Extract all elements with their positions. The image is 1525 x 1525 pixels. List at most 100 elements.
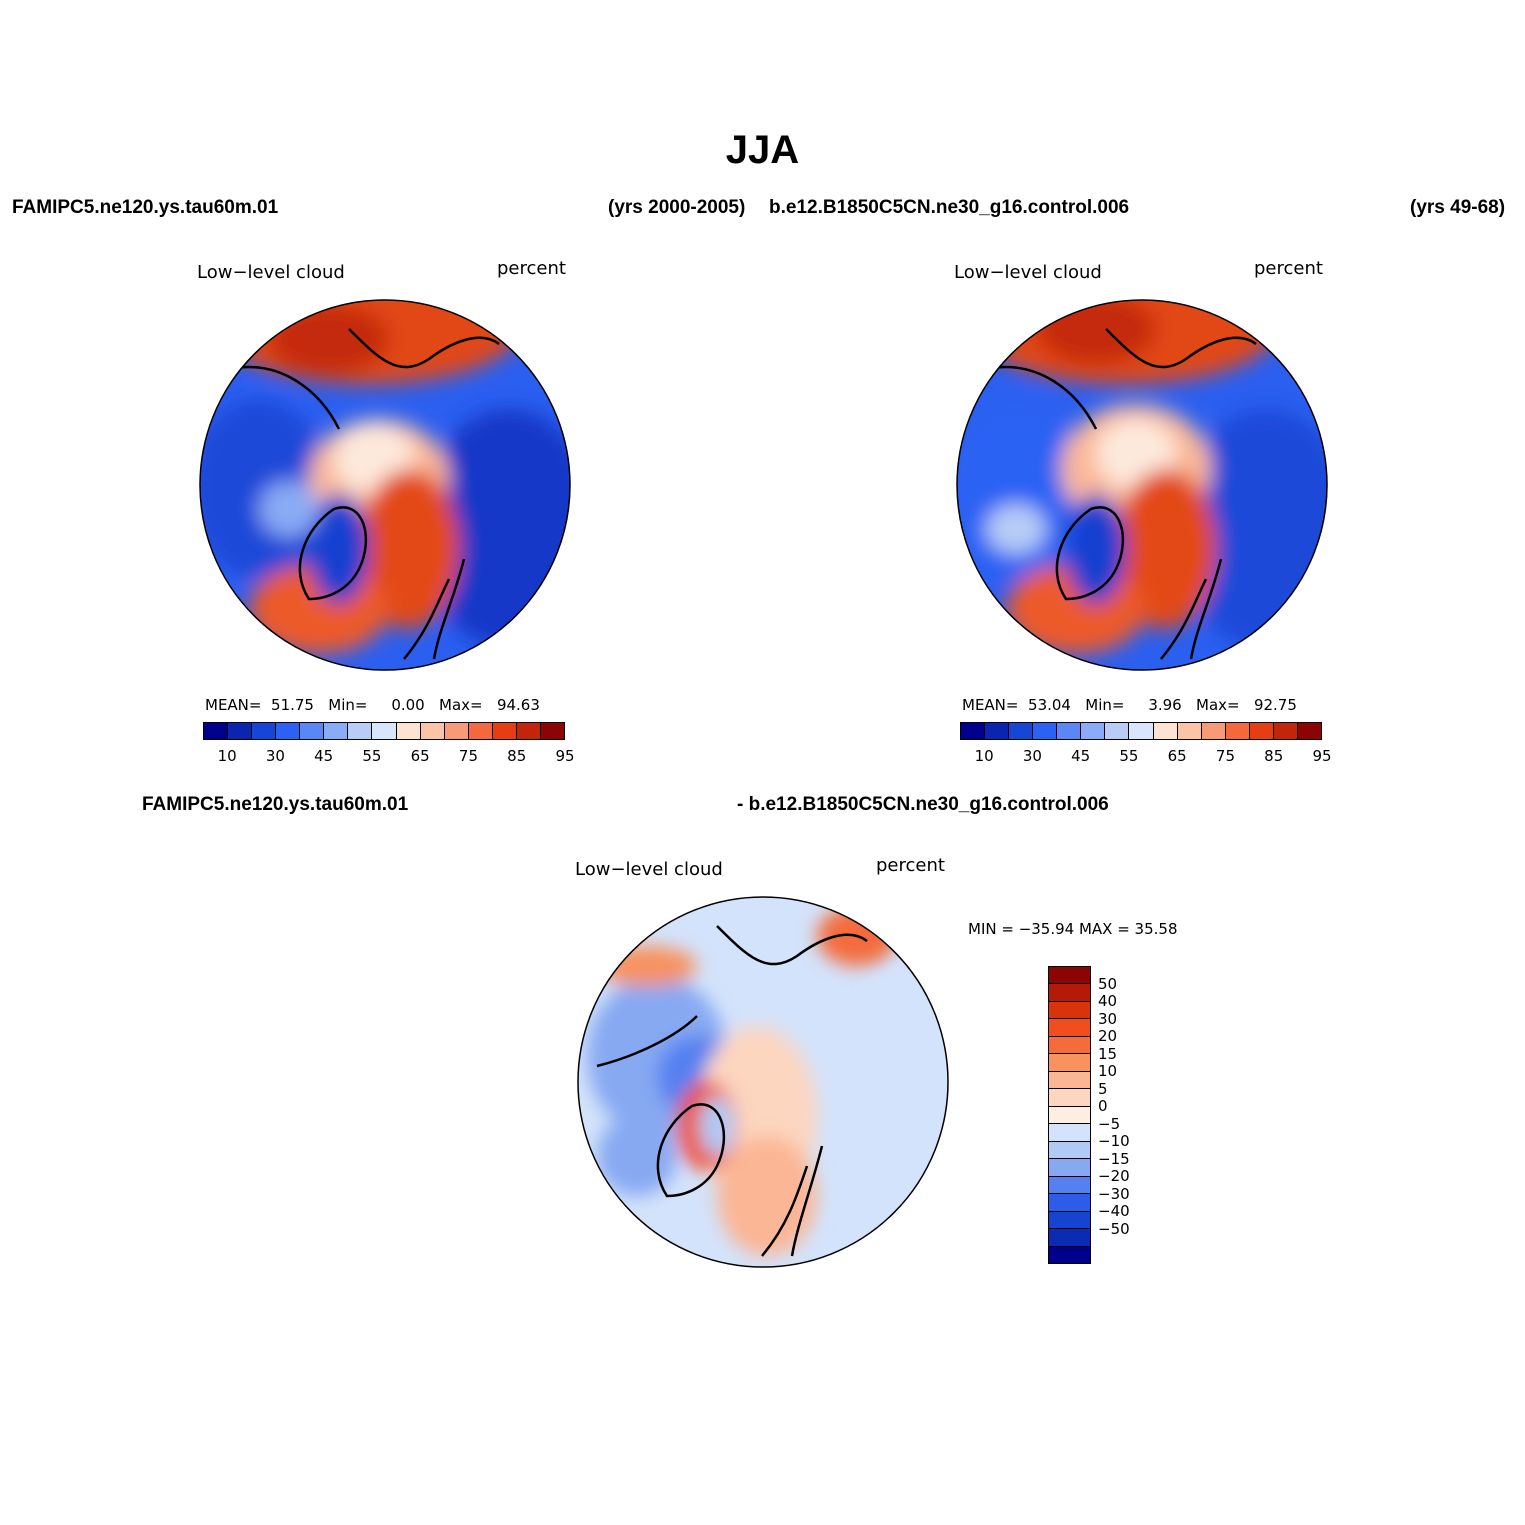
colorbar-tick-label: 30 xyxy=(1098,1009,1118,1028)
colorbar-swatch xyxy=(1049,1001,1090,1020)
colorbar-tick-label: 45 xyxy=(1071,747,1091,765)
panel1-units: percent xyxy=(497,258,566,279)
colorbar-tick-label: −50 xyxy=(1098,1219,1130,1238)
colorbar-tick-label: 45 xyxy=(314,747,334,765)
colorbar-tick-label: 95 xyxy=(555,747,575,765)
colorbar-tick-label: 95 xyxy=(1312,747,1332,765)
colorbar-tick-label: 30 xyxy=(265,747,285,765)
colorbar-swatch xyxy=(540,723,564,739)
case1-name: FAMIPC5.ne120.ys.tau60m.01 xyxy=(12,197,279,218)
panel1-variable: Low−level cloud xyxy=(197,262,345,283)
colorbar-swatch xyxy=(1049,1089,1090,1107)
panel2-colorbar xyxy=(960,722,1322,740)
colorbar-tick-label: 55 xyxy=(1119,747,1139,765)
case2-name: b.e12.B1850C5CN.ne30_g16.control.006 xyxy=(769,197,1130,218)
colorbar-swatch xyxy=(204,723,229,739)
colorbar-swatch xyxy=(1049,1211,1090,1230)
colorbar-swatch xyxy=(1049,1071,1090,1090)
colorbar-swatch xyxy=(1153,723,1178,739)
colorbar-swatch xyxy=(300,723,325,739)
panel2-map xyxy=(956,299,1328,671)
panel1-min-label: Min= xyxy=(328,696,368,714)
panel3-units: percent xyxy=(876,855,945,876)
colorbar-swatch xyxy=(1049,1019,1090,1037)
colorbar-tick-label: −15 xyxy=(1098,1149,1130,1168)
colorbar-swatch xyxy=(1049,1054,1090,1072)
colorbar-tick-label: 15 xyxy=(1098,1044,1118,1063)
colorbar-tick-label: −10 xyxy=(1098,1132,1130,1151)
colorbar-swatch xyxy=(420,723,445,739)
colorbar-tick-label: 40 xyxy=(1098,992,1118,1011)
colorbar-tick-label: 75 xyxy=(458,747,478,765)
colorbar-swatch xyxy=(492,723,517,739)
diff-colorbar xyxy=(1048,966,1091,1264)
colorbar-swatch xyxy=(1297,723,1321,739)
colorbar-swatch xyxy=(1049,1194,1090,1212)
colorbar-swatch xyxy=(1177,723,1202,739)
colorbar-swatch xyxy=(1049,967,1090,985)
colorbar-swatch xyxy=(372,723,397,739)
panel3-stats: MIN = −35.94 MAX = 35.58 xyxy=(968,920,1178,938)
colorbar-swatch xyxy=(516,723,541,739)
colorbar-tick-label: 85 xyxy=(1264,747,1284,765)
colorbar-swatch xyxy=(1249,723,1274,739)
colorbar-tick-label: 65 xyxy=(410,747,430,765)
colorbar-swatch xyxy=(961,723,986,739)
colorbar-tick-label: 0 xyxy=(1098,1097,1108,1116)
colorbar-swatch xyxy=(252,723,277,739)
colorbar-tick-label: 75 xyxy=(1215,747,1235,765)
colorbar-swatch xyxy=(396,723,421,739)
panel3-map xyxy=(577,896,949,1268)
panel2-max-label: Max= xyxy=(1196,696,1240,714)
colorbar-tick-label: −5 xyxy=(1098,1114,1121,1133)
colorbar-swatch xyxy=(1057,723,1082,739)
panel2-min: 3.96 xyxy=(1148,696,1182,714)
panel2-units: percent xyxy=(1254,258,1323,279)
panel3-variable: Low−level cloud xyxy=(575,859,723,880)
colorbar-tick-label: 20 xyxy=(1098,1027,1118,1046)
panel2-variable: Low−level cloud xyxy=(954,262,1102,283)
figure-title: JJA xyxy=(725,128,800,172)
panel2-stats: MEAN= 53.04 Min= 3.96 Max= 92.75 xyxy=(962,696,1297,714)
colorbar-swatch xyxy=(1049,1141,1090,1160)
panel1-stats: MEAN= 51.75 Min= 0.00 Max= 94.63 xyxy=(205,696,540,714)
colorbar-swatch xyxy=(1049,1159,1090,1177)
panel1-max-label: Max= xyxy=(439,696,483,714)
colorbar-tick-label: 50 xyxy=(1098,974,1118,993)
colorbar-swatch xyxy=(1081,723,1106,739)
colorbar-swatch xyxy=(1049,1124,1090,1142)
case2-years: (yrs 49-68) xyxy=(1410,197,1506,218)
diff-left-title: FAMIPC5.ne120.ys.tau60m.01 xyxy=(142,794,409,815)
panel1-map xyxy=(199,299,571,671)
colorbar-swatch xyxy=(276,723,301,739)
colorbar-tick-label: −30 xyxy=(1098,1184,1130,1203)
colorbar-tick-label: 55 xyxy=(362,747,382,765)
colorbar-tick-label: 85 xyxy=(507,747,527,765)
colorbar-tick-label: 30 xyxy=(1022,747,1042,765)
colorbar-tick-label: 10 xyxy=(217,747,237,765)
colorbar-swatch xyxy=(1009,723,1034,739)
diff-right-title: - b.e12.B1850C5CN.ne30_g16.control.006 xyxy=(737,794,1109,815)
colorbar-swatch xyxy=(1201,723,1226,739)
panel2-mean: 53.04 xyxy=(1028,696,1071,714)
panel1-mean-label: MEAN= xyxy=(205,696,262,714)
colorbar-swatch xyxy=(985,723,1010,739)
colorbar-swatch xyxy=(1105,723,1130,739)
colorbar-swatch xyxy=(324,723,349,739)
panel2-max: 92.75 xyxy=(1253,696,1297,714)
colorbar-swatch xyxy=(1129,723,1154,739)
colorbar-tick-label: 5 xyxy=(1098,1079,1108,1098)
panel1-mean: 51.75 xyxy=(271,696,314,714)
panel2-mean-label: MEAN= xyxy=(962,696,1019,714)
colorbar-swatch xyxy=(444,723,469,739)
case1-years: (yrs 2000-2005) xyxy=(608,197,746,218)
colorbar-swatch xyxy=(1049,1106,1090,1125)
colorbar-swatch xyxy=(1049,984,1090,1002)
colorbar-tick-label: 10 xyxy=(974,747,994,765)
colorbar-tick-label: −40 xyxy=(1098,1202,1130,1221)
colorbar-tick-label: 10 xyxy=(1098,1062,1118,1081)
panel1-max: 94.63 xyxy=(496,696,540,714)
colorbar-swatch xyxy=(1273,723,1298,739)
colorbar-swatch xyxy=(1049,1176,1090,1195)
colorbar-swatch xyxy=(1049,1246,1090,1263)
